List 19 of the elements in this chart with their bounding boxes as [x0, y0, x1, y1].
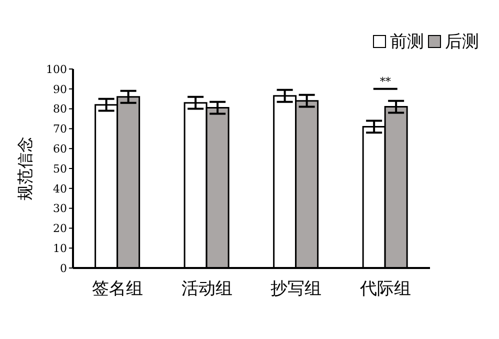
x-tick-label: 签名组 [92, 279, 144, 300]
x-tick-label: 抄写组 [270, 279, 322, 300]
y-tick-label: 30 [53, 202, 67, 216]
y-tick-label: 0 [60, 262, 67, 275]
legend-label: 前测 [390, 31, 424, 53]
y-tick-label: 20 [53, 222, 67, 236]
y-axis-title: 规范信念 [16, 136, 35, 200]
y-tick-label: 90 [53, 82, 67, 96]
annotation: ** [380, 74, 392, 88]
legend-label: 后测 [445, 31, 479, 53]
y-tick-label: 60 [53, 142, 67, 156]
x-tick-label: 活动组 [181, 279, 232, 300]
y-tick-label: 100 [46, 62, 67, 76]
y-tick-label: 70 [53, 122, 67, 136]
x-tick-label: 代际组 [358, 279, 411, 300]
y-tick-label: 40 [53, 182, 67, 196]
y-tick-label: 80 [53, 102, 67, 116]
y-tick-label: 10 [53, 242, 67, 256]
y-tick-label: 50 [53, 162, 67, 176]
